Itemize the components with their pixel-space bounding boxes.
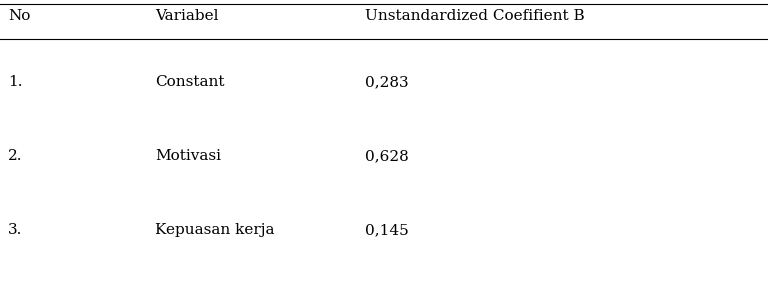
Text: Unstandardized Coefifient B: Unstandardized Coefifient B <box>365 9 584 23</box>
Text: No: No <box>8 9 31 23</box>
Text: 0,145: 0,145 <box>365 223 409 237</box>
Text: Variabel: Variabel <box>155 9 219 23</box>
Text: 1.: 1. <box>8 75 22 89</box>
Text: Motivasi: Motivasi <box>155 149 221 163</box>
Text: 3.: 3. <box>8 223 22 237</box>
Text: 2.: 2. <box>8 149 22 163</box>
Text: 0,628: 0,628 <box>365 149 409 163</box>
Text: 0,283: 0,283 <box>365 75 409 89</box>
Text: Constant: Constant <box>155 75 224 89</box>
Text: Kepuasan kerja: Kepuasan kerja <box>155 223 274 237</box>
